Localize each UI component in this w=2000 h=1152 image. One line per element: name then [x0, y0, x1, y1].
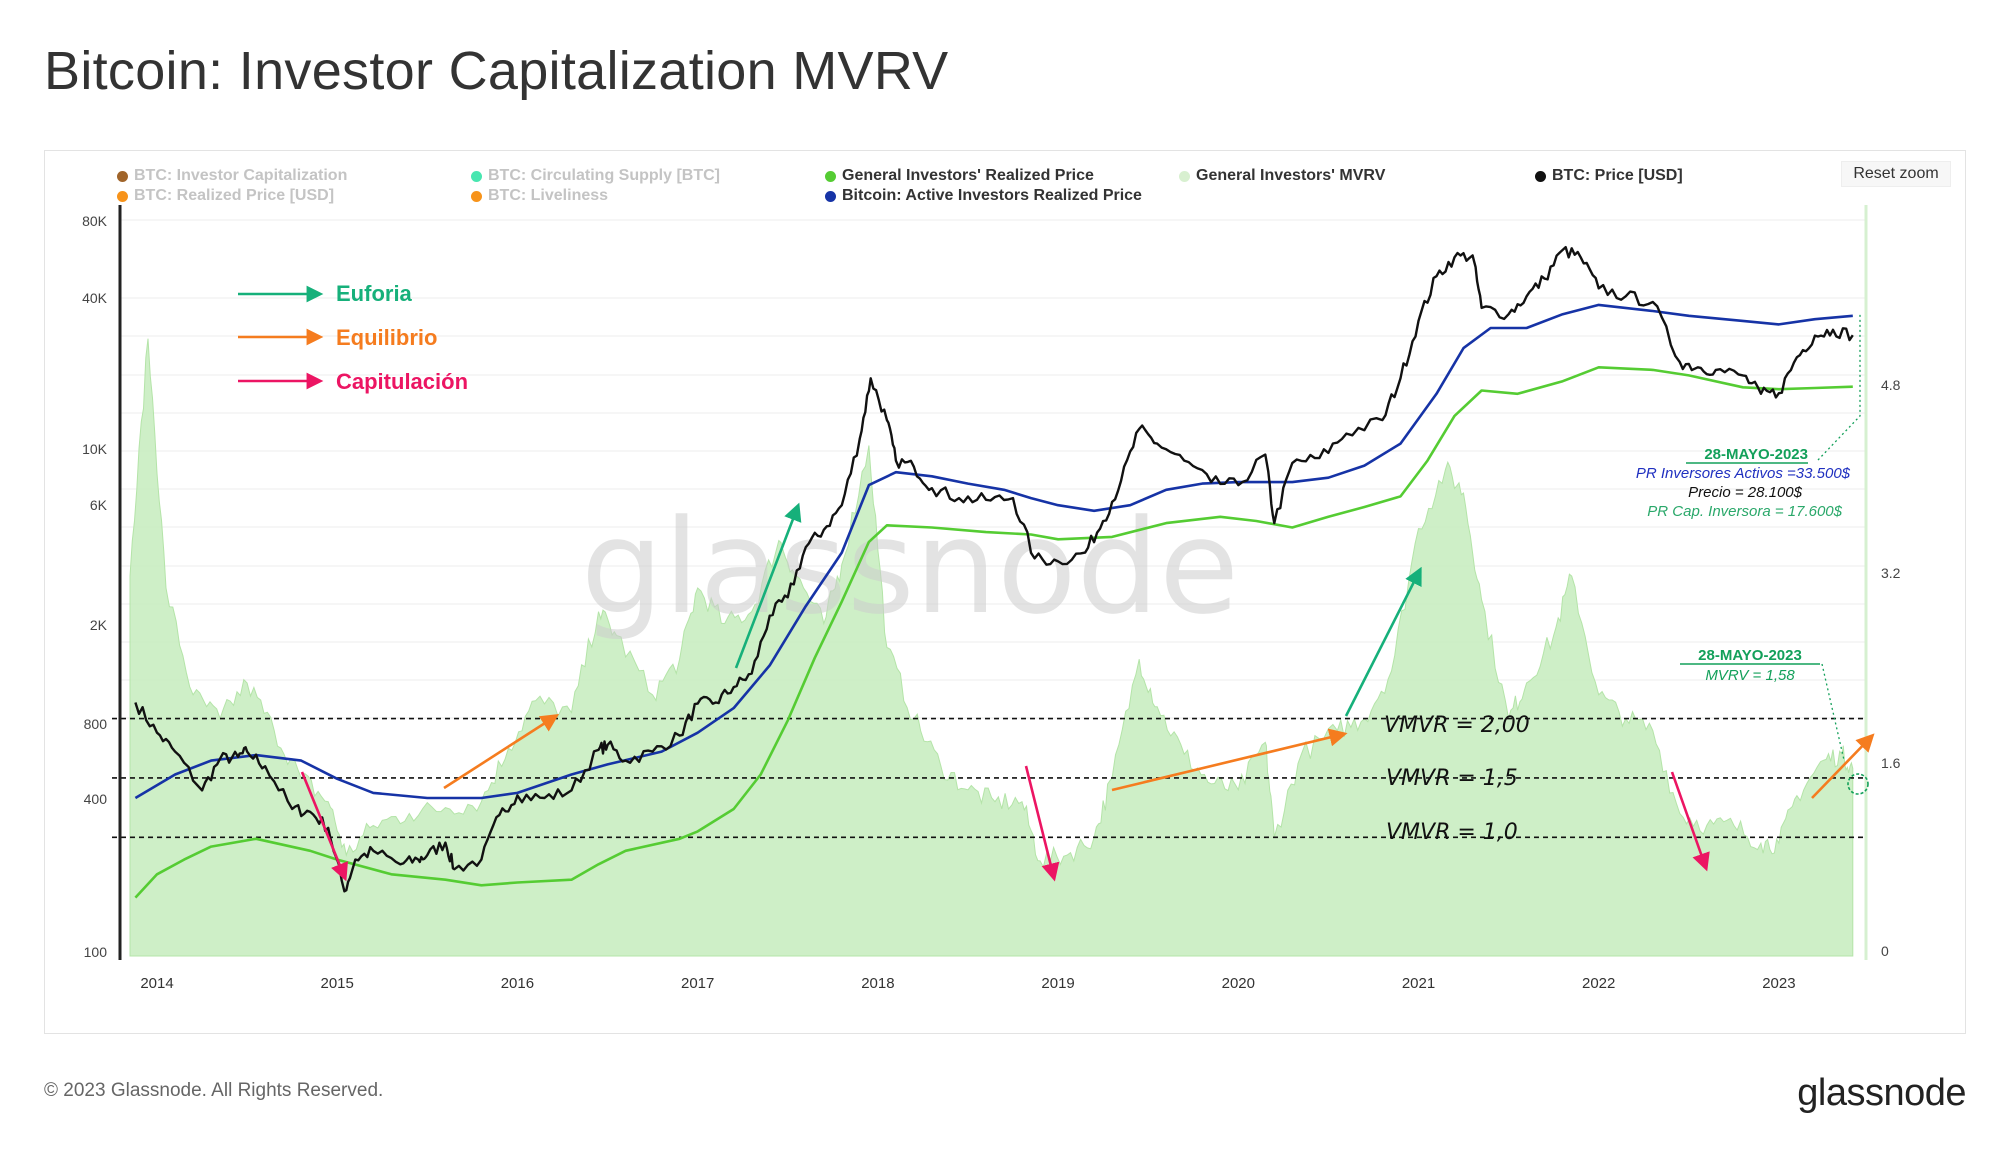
- arrow-euphoria: [734, 502, 802, 669]
- annotation-investor-price: PR Cap. Inversora = 17.600$: [1647, 503, 1842, 520]
- chart-frame: BTC: Investor Capitalization BTC: Realiz…: [44, 150, 1966, 1034]
- mvrv-level-lines: [112, 717, 1866, 839]
- arrow-euphoria: [1344, 566, 1422, 717]
- y2-tick-label: 1.6: [1881, 755, 1901, 771]
- legend-label: BTC: Circulating Supply [BTC]: [488, 167, 720, 184]
- x-tick-label: 2022: [1582, 975, 1615, 992]
- annotation-leader: [1821, 663, 1845, 761]
- arrow-capitulation: [300, 771, 348, 882]
- level-labels: VMVR = 2,00 VMVR = 1,5 VMVR = 1,0: [1384, 713, 1530, 845]
- annotation-marker-circle: [1847, 773, 1869, 795]
- legend-label: BTC: Realized Price [USD]: [134, 187, 335, 204]
- arrow-equilibrium: [1811, 733, 1875, 799]
- y-tick-label: 6K: [90, 497, 108, 513]
- legend-item-realized-price[interactable]: BTC: Realized Price [USD]: [117, 187, 334, 205]
- arrow-capitulation: [1024, 765, 1060, 882]
- gridlines: [120, 219, 1866, 719]
- x-tick-label: 2015: [321, 975, 354, 992]
- level-label-2: VMVR = 2,00: [1384, 713, 1530, 738]
- y2-tick-label: 4.8: [1881, 377, 1901, 393]
- x-axis-ticks: 2014 2015 2016 2017 2018 2019 2020 2021 2022 2023: [140, 975, 1795, 992]
- y-axis-left-ticks: 80K 40K 10K 6K 2K 800 400 100: [82, 213, 108, 960]
- series-btc-price: [134, 246, 1854, 893]
- x-tick-label: 2017: [681, 975, 714, 992]
- arrow-equilibrium: [443, 714, 560, 790]
- page-title: Bitcoin: Investor Capitalization MVRV: [44, 41, 949, 101]
- watermark: glassnode: [581, 491, 1239, 643]
- y-tick-label: 100: [84, 944, 108, 960]
- y-tick-label: 40K: [82, 290, 108, 306]
- x-tick-label: 2020: [1222, 975, 1255, 992]
- y2-tick-label: 3.2: [1881, 565, 1901, 581]
- x-tick-label: 2019: [1041, 975, 1074, 992]
- legend-label: General Investors' MVRV: [1196, 167, 1386, 184]
- legend-label: BTC: Price [USD]: [1552, 167, 1683, 184]
- annotation-key: Euforia Equilibrio Capitulación: [238, 281, 468, 394]
- y-tick-label: 400: [84, 791, 108, 807]
- level-label-1-5: VMVR = 1,5: [1386, 766, 1518, 791]
- footer-copyright: © 2023 Glassnode. All Rights Reserved.: [44, 1080, 384, 1101]
- annotation-btc-price: Precio = 28.100$: [1688, 484, 1802, 501]
- arrow-capitulation: [1670, 771, 1710, 872]
- y2-tick-label: 0: [1881, 943, 1889, 959]
- legend-label: BTC: Investor Capitalization: [134, 167, 348, 184]
- legend-label: Bitcoin: Active Investors Realized Price: [842, 187, 1142, 204]
- series-general-investors-realized-price: [134, 366, 1853, 899]
- legend: BTC: Investor Capitalization BTC: Realiz…: [45, 151, 1965, 211]
- annotation-active-investors-price: PR Inversores Activos =33.500$: [1636, 465, 1851, 482]
- series-active-investors-realized-price: [134, 303, 1853, 800]
- cycle-arrows: [300, 502, 1875, 882]
- legend-item-btc-price[interactable]: BTC: Price [USD]: [1535, 167, 1683, 185]
- legend-label: General Investors' Realized Price: [842, 167, 1094, 184]
- arrow-equilibrium: [1111, 728, 1348, 792]
- key-label-equilibrio: Equilibrio: [336, 325, 437, 350]
- x-tick-label: 2023: [1762, 975, 1795, 992]
- glassnode-logo: glassnode: [1797, 1072, 1966, 1114]
- y-tick-label: 800: [84, 716, 108, 732]
- legend-item-investor-capitalization[interactable]: BTC: Investor Capitalization: [117, 167, 347, 185]
- x-tick-label: 2014: [140, 975, 173, 992]
- x-tick-label: 2018: [861, 975, 894, 992]
- annotation-mvrv: MVRV = 1,58: [1705, 667, 1795, 684]
- annotation-box-prices: 28-MAYO-2023 PR Inversores Activos =33.5…: [1636, 312, 1861, 520]
- x-tick-label: 2016: [501, 975, 534, 992]
- legend-item-circulating-supply[interactable]: BTC: Circulating Supply [BTC]: [471, 167, 720, 185]
- y-axis-right-ticks: 4.8 3.2 1.6 0: [1881, 377, 1901, 959]
- level-label-1: VMVR = 1,0: [1386, 820, 1518, 845]
- reset-zoom-button[interactable]: Reset zoom: [1841, 161, 1951, 187]
- y-tick-label: 2K: [90, 617, 108, 633]
- annotation-leader: [1817, 312, 1861, 461]
- y-tick-label: 80K: [82, 213, 108, 229]
- annotation-date: 28-MAYO-2023: [1704, 446, 1808, 463]
- legend-item-active-investors-realized-price[interactable]: Bitcoin: Active Investors Realized Price: [825, 187, 1142, 205]
- legend-item-liveliness[interactable]: BTC: Liveliness: [471, 187, 608, 205]
- legend-label: BTC: Liveliness: [488, 187, 609, 204]
- x-tick-label: 2021: [1402, 975, 1435, 992]
- y-tick-label: 10K: [82, 441, 108, 457]
- legend-item-general-investors-mvrv[interactable]: General Investors' MVRV: [1179, 167, 1385, 185]
- key-label-capitulacion: Capitulación: [336, 369, 468, 394]
- series-general-investors-mvrv: [129, 338, 1854, 957]
- key-label-euforia: Euforia: [336, 281, 413, 306]
- annotation-box-mvrv: 28-MAYO-2023 MVRV = 1,58: [1680, 647, 1869, 795]
- annotation-date: 28-MAYO-2023: [1698, 647, 1802, 664]
- legend-item-general-investors-realized-price[interactable]: General Investors' Realized Price: [825, 167, 1094, 185]
